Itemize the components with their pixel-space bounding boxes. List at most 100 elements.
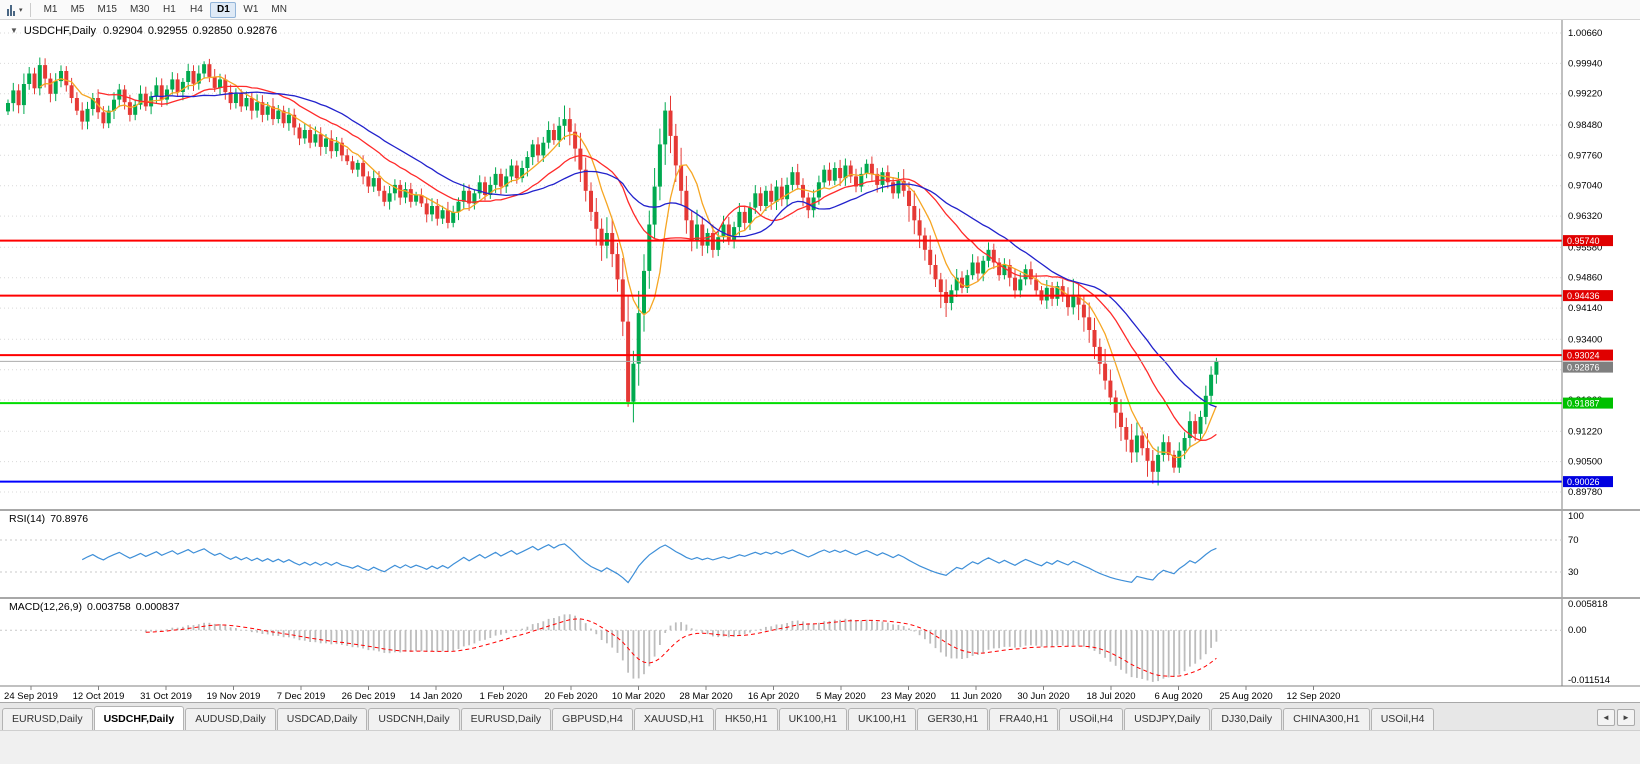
candle-body [1203,395,1208,417]
candle-body [949,290,954,303]
chart-tab-eurusd-daily[interactable]: EURUSD,Daily [2,707,93,730]
macd-histogram-bar [1104,630,1106,658]
rsi-panel-splitter[interactable] [0,509,1640,511]
macd-histogram-bar [780,624,783,631]
chart-tab-ger30-h1[interactable]: GER30,H1 [917,707,989,730]
macd-histogram-bar [166,629,168,631]
chart-tab-hk50-h1[interactable]: HK50,H1 [714,707,778,730]
macd-histogram-bar [1141,630,1144,679]
macd-histogram-bar [563,614,566,631]
rsi-level-label: 30 [1568,567,1579,578]
candle-body [668,110,673,136]
macd-histogram-bar [828,620,831,631]
candle-body [954,277,959,291]
candle-body [1092,330,1097,347]
timeframe-button-m15[interactable]: M15 [92,2,123,18]
price-tick-label: 0.95580 [1568,242,1602,253]
timeframe-button-m1[interactable]: M1 [38,2,64,18]
chart-tab-fra40-h1[interactable]: FRA40,H1 [989,707,1059,730]
macd-histogram-bar [680,622,682,631]
macd-histogram-bar [1024,630,1027,646]
candle-body [742,211,747,223]
candle-body [424,203,429,215]
macd-histogram-bar [918,630,921,636]
tab-scroll-right-button[interactable]: ► [1617,709,1635,726]
macd-histogram-bar [574,615,576,631]
timeframe-button-d1[interactable]: D1 [210,1,237,18]
candle-body [419,195,424,204]
timeframe-button-h1[interactable]: H1 [156,2,182,18]
macd-histogram-bar [955,630,958,659]
candle-body [938,279,943,293]
timeframe-button-w1[interactable]: W1 [237,2,264,18]
macd-histogram-bar [1045,630,1048,647]
chart-type-caret-icon[interactable]: ▾ [19,6,23,14]
chart-tab-usdcad-daily[interactable]: USDCAD,Daily [276,707,368,730]
timeframe-button-m5[interactable]: M5 [65,2,91,18]
chart-tab-gbpusd-h4[interactable]: GBPUSD,H4 [552,707,633,730]
macd-histogram-bar [865,619,868,631]
chart-tab-uk100-h1[interactable]: UK100,H1 [778,707,848,730]
macd-histogram-bar [521,628,523,631]
chart-tab-usdjpy-daily[interactable]: USDJPY,Daily [1124,707,1211,730]
macd-histogram-bar [945,630,947,657]
chart-tab-audusd-daily[interactable]: AUDUSD,Daily [185,707,276,730]
candle-body [472,193,477,204]
candle-body [589,190,593,212]
toolbar-separator [29,2,31,17]
candle-body [620,279,625,322]
chart-tab-usdcnh-daily[interactable]: USDCNH,Daily [368,707,460,730]
macd-histogram-bar [420,630,423,652]
macd-histogram-bar [537,623,539,631]
chart-icon-bar [10,4,12,16]
macd-histogram-bar [409,630,412,652]
macd-histogram-bar [568,614,571,631]
candle-body [1013,277,1017,291]
date-tick-label: 25 Aug 2020 [1219,691,1272,702]
candle-body [689,220,694,242]
price-tick-label: 0.90500 [1568,457,1602,468]
macd-histogram-bar [712,630,714,637]
candle-body [1209,374,1214,396]
timeframe-button-m30[interactable]: M30 [124,2,155,18]
chart-tab-usoil-h4[interactable]: USOil,H4 [1370,707,1435,730]
macd-panel-splitter[interactable] [0,597,1640,599]
chart-tab-uk100-h1[interactable]: UK100,H1 [848,707,917,730]
date-tick-label: 20 Feb 2020 [544,691,597,702]
date-tick-label: 11 Jun 2020 [950,691,1002,702]
macd-histogram-bar [526,626,529,631]
candle-body [615,254,620,280]
macd-histogram-bar [171,627,174,631]
price-chart-canvas[interactable]: 1.00660 0.99940 0.99220 0.98480 0.97760 0.970… [0,20,1640,702]
chart-tab-usdchf-daily[interactable]: USDCHF,Daily [93,705,185,730]
macd-histogram-bar [187,625,190,631]
candle-body [371,178,376,187]
macd-histogram-bar [611,630,614,648]
candle-body [249,98,254,111]
macd-histogram-bar [1061,630,1064,646]
candle-body [382,190,387,202]
candle-body [1119,412,1123,427]
candle-body [414,195,419,202]
timeframe-button-h4[interactable]: H4 [183,2,209,18]
support-line-blue-price-tag-text: 0.90026 [1567,477,1600,487]
candle-body [562,119,567,126]
candle-body [430,206,434,215]
macd-histogram-bar [1178,630,1181,675]
chart-tab-xauusd-h1[interactable]: XAUUSD,H1 [633,707,714,730]
macd-histogram-bar [1199,630,1202,660]
macd-histogram-bar [600,630,603,640]
tab-scroll-left-button[interactable]: ◄ [1597,709,1615,726]
chart-tab-eurusd-daily[interactable]: EURUSD,Daily [460,707,552,730]
chart-tab-china300-h1[interactable]: CHINA300,H1 [1283,707,1370,730]
chart-tab-dj30-daily[interactable]: DJ30,Daily [1211,707,1283,730]
collapse-arrow-icon[interactable]: ▼ [10,26,18,35]
macd-histogram-bar [1194,630,1197,664]
timeframe-button-mn[interactable]: MN [265,2,293,18]
chart-type-icon[interactable] [7,4,15,16]
date-tick-label: 12 Sep 2020 [1287,691,1341,702]
macd-histogram-bar [542,621,545,631]
chart-tab-usoil-h4[interactable]: USOil,H4 [1059,707,1124,730]
macd-histogram-bar [293,630,296,639]
macd-histogram-bar [1067,630,1069,647]
